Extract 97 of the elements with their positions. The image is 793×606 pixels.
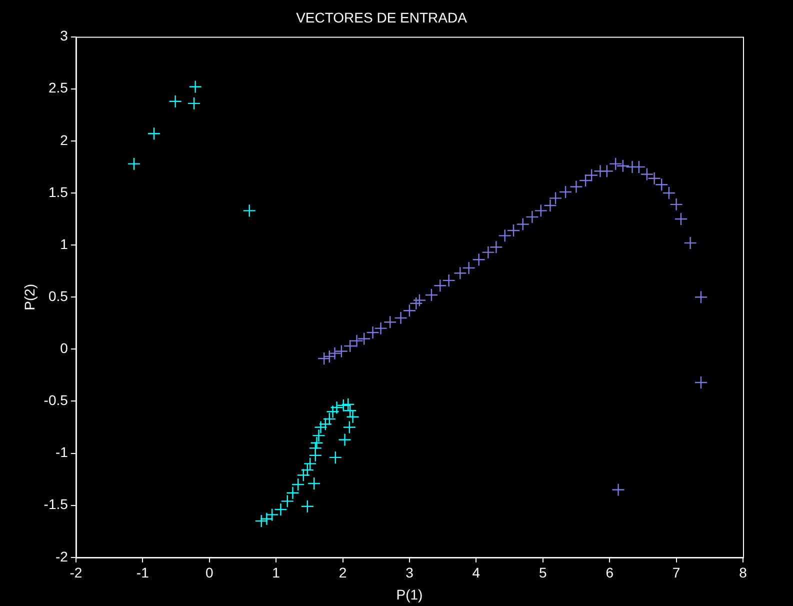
point [366,326,380,340]
point [341,398,355,411]
point [314,420,328,434]
point [300,500,314,513]
point [498,229,512,242]
point [308,441,322,455]
x-tick-label: 5 [538,564,547,581]
point [516,218,530,231]
point [684,236,697,250]
point [265,508,279,522]
point [548,192,562,205]
point [322,350,336,364]
y-tick-label: 1 [60,236,68,252]
x-tick-label: 4 [472,564,480,581]
point [612,483,625,496]
point [374,322,388,335]
point [334,344,348,358]
y-axis-title: P(2) [21,284,38,310]
point [584,168,598,182]
point [147,127,161,140]
point [280,494,294,508]
point [291,478,305,492]
point [578,174,592,188]
point [260,512,274,526]
point [434,279,447,292]
point [384,315,397,329]
point [242,204,256,218]
point [296,468,310,482]
point [394,311,408,325]
chart-title: VECTORES DE ENTRADA [296,9,468,26]
point [328,450,342,464]
point [694,290,708,304]
point [402,304,416,318]
point [168,94,182,108]
point [307,476,321,490]
y-tick-label: 0.5 [48,288,68,304]
x-axis-title: P(1) [396,586,423,602]
point [318,418,332,431]
point [127,157,141,170]
point [328,346,342,360]
y-tick-label: -1 [55,444,68,460]
x-tick-label: 6 [606,564,614,581]
x-tick-label: 7 [672,564,680,581]
point [462,261,476,275]
point [694,376,708,390]
point [558,185,572,199]
point [322,412,336,426]
x-tick-label: 2 [338,564,347,581]
point [600,164,614,178]
y-tick-label: 2 [60,132,68,148]
y-tick-label: 3 [60,28,68,44]
x-tick-label: 0 [205,564,214,581]
point [358,332,371,346]
point [300,463,314,477]
point [608,157,622,170]
y-tick-label: 1.5 [48,184,68,200]
point [472,253,486,266]
y-tick-label: 2.5 [48,80,68,96]
point [286,486,300,500]
point [343,339,357,353]
point [534,204,548,218]
point [338,433,352,446]
point [506,224,520,238]
x-tick-label: 3 [406,564,414,581]
point [330,400,344,414]
point [317,352,331,366]
point [412,294,426,307]
point [303,457,317,470]
point [570,180,583,194]
point [312,428,326,442]
x-tick-label: 1 [272,564,280,581]
point [674,212,688,226]
point [442,274,456,288]
y-tick-label: -1.5 [44,496,68,512]
point [526,210,539,224]
point [670,198,683,212]
point [410,296,423,310]
point [346,410,360,424]
point [490,240,503,254]
y-tick-label: -2 [55,548,68,564]
y-tick-label: -0.5 [44,392,68,408]
point [454,266,467,280]
point [424,288,438,302]
point [482,246,495,259]
point [187,96,201,110]
x-tick-label: 8 [739,564,748,581]
point [342,420,356,434]
point [254,514,268,528]
point [616,159,630,173]
point [274,502,288,516]
point [310,436,324,450]
point [350,334,364,348]
point [188,80,202,94]
y-tick-label: 0 [60,340,68,356]
point [544,198,557,212]
point [326,405,340,418]
x-tick-label: -1 [136,564,150,581]
